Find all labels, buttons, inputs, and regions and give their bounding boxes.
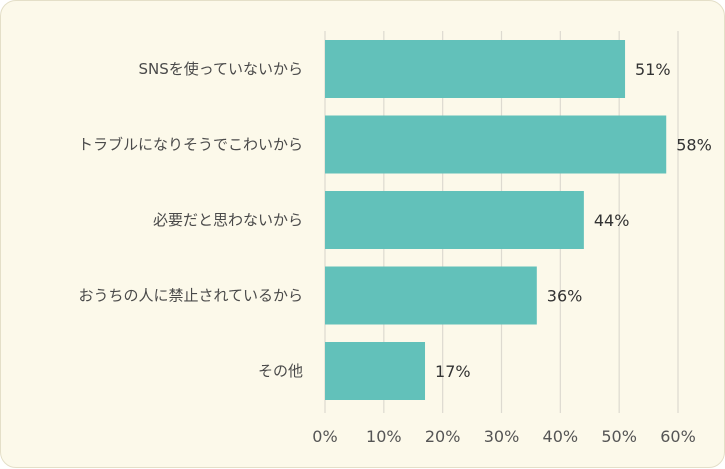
- bar: [325, 191, 584, 249]
- x-tick-label: 10%: [366, 427, 402, 446]
- category-label: おうちの人に禁止されているから: [78, 287, 303, 305]
- category-label: 必要だと思わないから: [153, 211, 303, 229]
- value-label: 58%: [676, 136, 712, 155]
- x-tick-label: 60%: [660, 427, 696, 446]
- bar: [325, 342, 426, 400]
- value-label: 44%: [594, 211, 630, 230]
- value-label: 17%: [435, 362, 471, 381]
- value-label: 51%: [635, 60, 671, 79]
- x-tick-label: 30%: [484, 427, 520, 446]
- bar: [325, 266, 537, 325]
- value-labels: 51% 58% 44% 36% 17%: [435, 60, 712, 381]
- x-tick-label: 20%: [425, 427, 461, 446]
- category-label: その他: [258, 362, 303, 380]
- category-label: トラブルになりそうでこわいから: [78, 136, 303, 154]
- category-labels: SNSを使っていないからトラブルになりそうでこわいから必要だと思わないからおうち…: [78, 60, 303, 380]
- bars: [325, 40, 667, 400]
- x-axis-ticks: 0% 10% 20% 30% 40% 50% 60%: [312, 427, 695, 446]
- x-tick-label: 0%: [312, 427, 337, 446]
- bar: [325, 115, 667, 174]
- x-tick-label: 40%: [543, 427, 579, 446]
- category-label: SNSを使っていないから: [138, 60, 303, 78]
- value-label: 36%: [547, 287, 583, 306]
- x-tick-label: 50%: [601, 427, 637, 446]
- bar: [325, 40, 626, 98]
